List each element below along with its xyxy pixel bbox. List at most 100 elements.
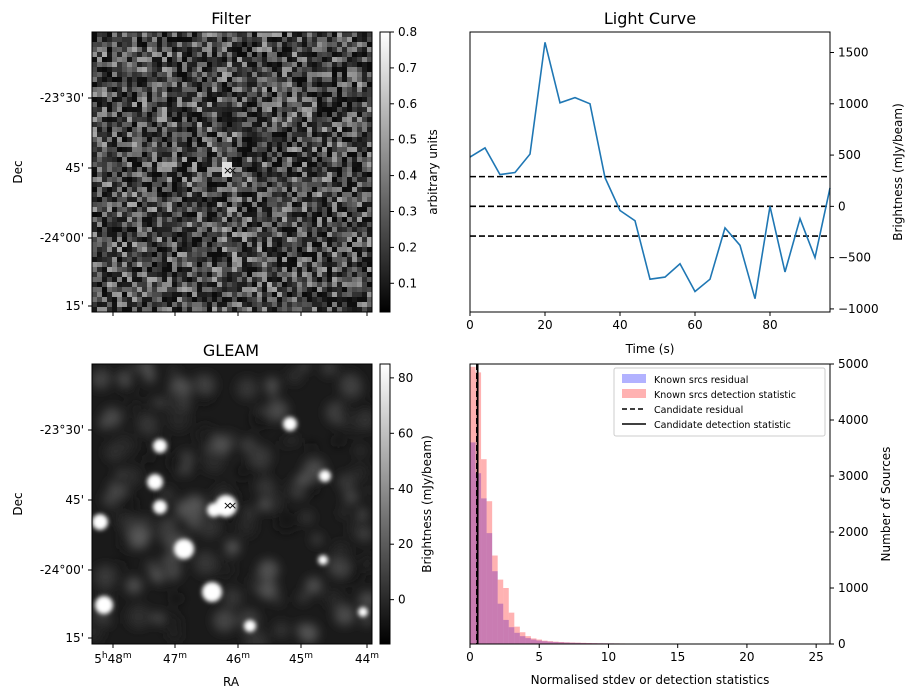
filter-pixel	[292, 157, 298, 163]
filter-pixel	[367, 132, 372, 138]
filter-pixel	[222, 297, 228, 303]
filter-pixel	[162, 282, 168, 288]
filter-pixel	[307, 102, 313, 108]
filter-pixel	[342, 287, 348, 293]
filter-pixel	[277, 37, 283, 43]
filter-pixel	[262, 47, 268, 53]
filter-pixel	[302, 227, 308, 233]
lightcurve-hlines	[470, 175, 830, 237]
legend-label-residual: Known srcs residual	[654, 375, 748, 386]
filter-pixel	[312, 212, 318, 218]
filter-pixel	[217, 302, 223, 308]
filter-pixel	[257, 242, 263, 248]
filter-pixel	[317, 187, 323, 193]
filter-pixel	[252, 142, 258, 148]
ra-tick-label: 5h48m	[94, 651, 131, 666]
filter-pixel	[357, 57, 363, 63]
filter-pixel	[177, 182, 183, 188]
filter-pixel	[197, 122, 203, 128]
filter-pixel	[167, 257, 173, 263]
filter-pixel	[172, 62, 178, 68]
filter-pixel	[277, 137, 283, 143]
filter-pixel	[287, 262, 293, 268]
filter-pixel	[97, 132, 103, 138]
filter-pixel	[357, 37, 363, 43]
filter-pixel	[357, 302, 363, 308]
filter-pixel	[247, 142, 253, 148]
filter-pixel	[142, 272, 148, 278]
filter-pixel	[177, 222, 183, 228]
filter-pixel	[337, 162, 343, 168]
filter-pixel	[207, 127, 213, 133]
filter-pixel	[302, 292, 308, 298]
filter-pixel	[217, 282, 223, 288]
filter-pixel	[332, 112, 338, 118]
filter-pixel	[132, 192, 138, 198]
filter-pixel	[182, 202, 188, 208]
filter-pixel	[317, 112, 323, 118]
filter-pixel	[297, 192, 303, 198]
filter-pixel	[307, 227, 313, 233]
filter-pixel	[197, 222, 203, 228]
filter-pixel	[332, 212, 338, 218]
filter-pixel	[202, 307, 208, 312]
filter-pixel	[92, 147, 98, 153]
filter-pixel	[97, 202, 103, 208]
ra-tick-label: 46m	[226, 651, 250, 666]
filter-pixel	[297, 242, 303, 248]
filter-pixel	[282, 162, 288, 168]
filter-pixel	[302, 47, 308, 53]
filter-pixel	[287, 282, 293, 288]
filter-pixel	[362, 47, 368, 53]
legend-swatch-residual	[622, 374, 646, 383]
filter-pixel	[112, 162, 118, 168]
filter-pixel	[192, 182, 198, 188]
filter-pixel	[327, 252, 333, 258]
filter-pixel	[272, 302, 278, 308]
filter-pixel	[107, 82, 113, 88]
filter-pixel	[112, 92, 118, 98]
filter-pixel	[207, 272, 213, 278]
filter-pixel	[247, 172, 253, 178]
filter-pixel	[142, 67, 148, 73]
filter-pixel	[127, 132, 133, 138]
filter-pixel	[142, 282, 148, 288]
filter-pixel	[112, 277, 118, 283]
filter-pixel	[292, 132, 298, 138]
filter-pixel	[247, 127, 253, 133]
filter-pixel	[212, 117, 218, 123]
filter-pixel	[297, 132, 303, 138]
filter-pixel	[277, 282, 283, 288]
filter-pixel	[262, 207, 268, 213]
filter-pixel	[92, 242, 98, 248]
filter-pixel	[322, 122, 328, 128]
filter-pixel	[142, 157, 148, 163]
filter-pixel	[127, 192, 133, 198]
filter-pixel	[347, 132, 353, 138]
filter-pixel	[207, 47, 213, 53]
filter-pixel	[107, 282, 113, 288]
filter-pixel	[197, 147, 203, 153]
filter-pixel	[222, 107, 228, 113]
filter-pixel	[147, 117, 153, 123]
filter-pixel	[177, 112, 183, 118]
filter-pixel	[142, 142, 148, 148]
filter-pixel	[177, 52, 183, 58]
filter-pixel	[342, 92, 348, 98]
filter-pixel	[332, 52, 338, 58]
filter-pixel	[322, 37, 328, 43]
filter-pixel	[217, 217, 223, 223]
filter-pixel	[197, 47, 203, 53]
filter-pixel	[257, 137, 263, 143]
filter-pixel	[252, 212, 258, 218]
filter-pixel	[312, 302, 318, 308]
filter-pixel	[267, 157, 273, 163]
filter-pixel	[252, 287, 258, 293]
filter-pixel	[307, 232, 313, 238]
filter-pixel	[347, 177, 353, 183]
filter-pixel	[267, 237, 273, 243]
filter-pixel	[112, 302, 118, 308]
filter-pixel	[157, 37, 163, 43]
filter-pixel	[172, 132, 178, 138]
filter-pixel	[177, 92, 183, 98]
